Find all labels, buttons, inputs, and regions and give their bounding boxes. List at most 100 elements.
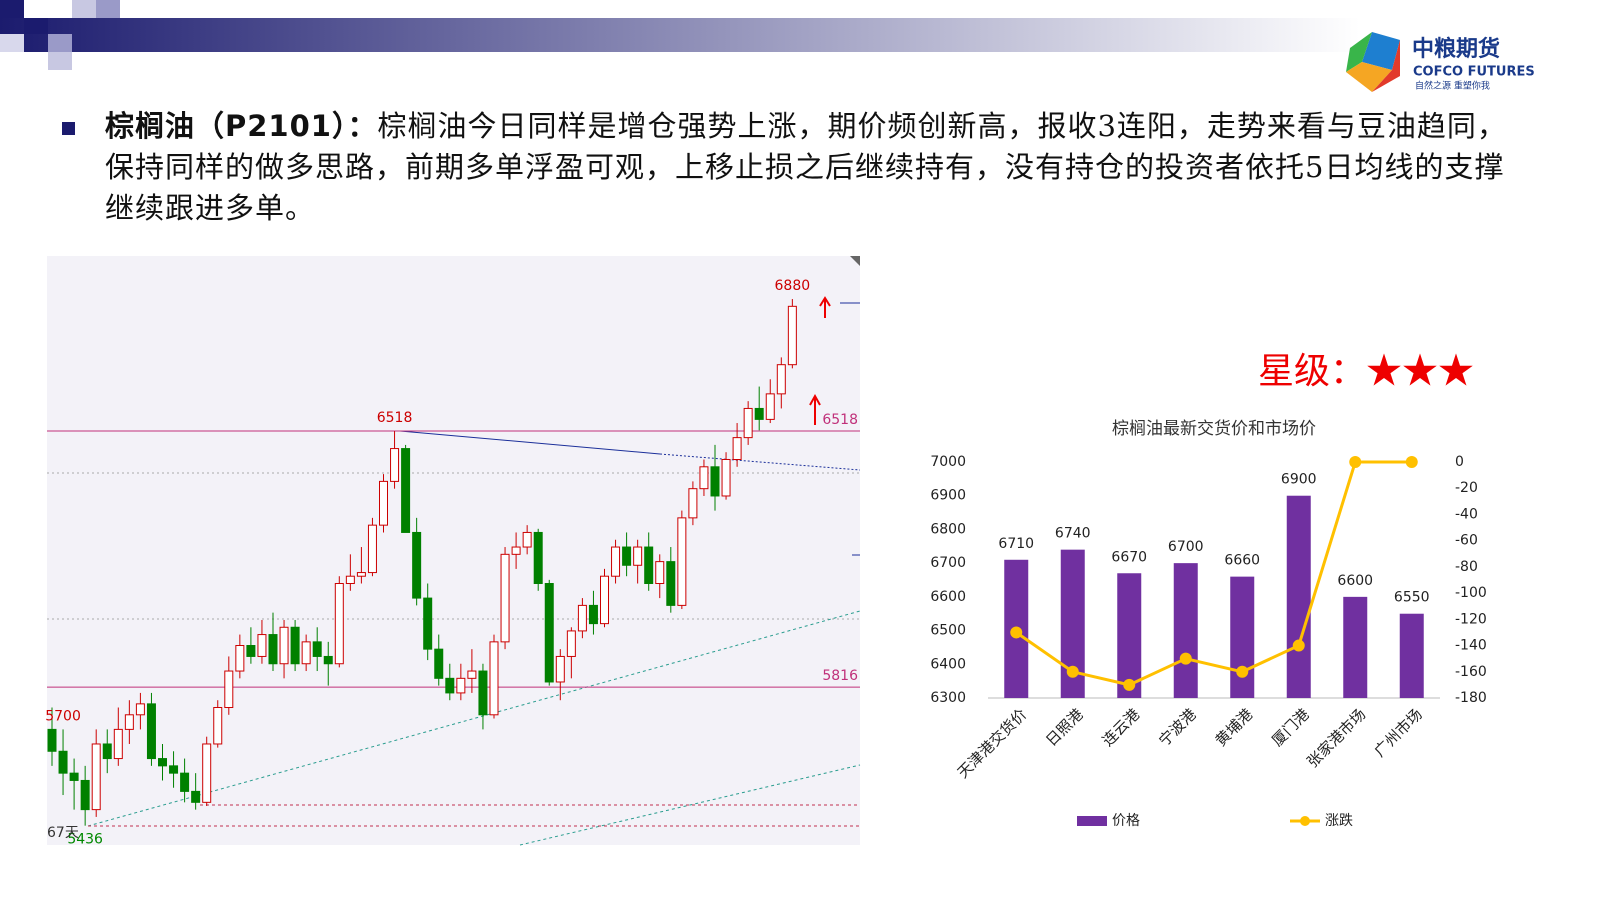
candle-body	[235, 645, 245, 672]
candle-body	[721, 459, 731, 497]
y2-tick-label: -120	[1455, 611, 1487, 627]
bar	[1117, 573, 1142, 698]
candle-body	[390, 448, 400, 482]
candle-body	[401, 448, 411, 533]
candle-body	[301, 641, 311, 665]
line-point	[1066, 665, 1079, 678]
candle-body	[533, 531, 543, 585]
candle-body	[135, 703, 145, 716]
rating-label: 星级：	[1258, 351, 1367, 392]
candle-body	[423, 597, 433, 650]
candle-body	[688, 488, 698, 519]
bullet-text: 棕榈油今日同样是增仓强势上涨，期价频创新高，报收3连阳，走势来看与豆油趋同，保持…	[105, 109, 1507, 225]
line-point	[1349, 456, 1362, 468]
candle-body	[180, 772, 190, 792]
line-point	[1010, 626, 1023, 639]
legend-swatch	[1077, 816, 1107, 826]
y-tick-label: 6700	[930, 555, 966, 571]
x-tick-label: 厦门港	[1268, 705, 1313, 750]
line-point	[1123, 678, 1136, 691]
value-label: 6660	[1224, 553, 1260, 569]
candle-body	[699, 466, 709, 490]
candle-body	[511, 546, 521, 555]
candle-body	[600, 575, 609, 625]
y-tick-label: 6500	[930, 623, 966, 639]
x-tick-label: 连云港	[1099, 705, 1144, 750]
candle-body	[445, 677, 455, 694]
line-point	[1405, 456, 1418, 468]
candle-body	[577, 604, 587, 632]
bullet-title: 棕榈油（P2101）：	[105, 109, 378, 143]
value-label: 6900	[1281, 472, 1317, 488]
y2-tick-label: -20	[1455, 480, 1478, 496]
candle-body	[710, 466, 720, 497]
candle-body	[412, 531, 422, 599]
candle-body	[611, 546, 621, 577]
h-line-label: 6518	[822, 412, 858, 428]
candle-body	[58, 750, 68, 774]
candle-body	[257, 634, 267, 657]
y2-tick-label: -60	[1455, 533, 1478, 549]
y2-tick-label: -100	[1455, 585, 1487, 601]
candle-body	[544, 583, 554, 683]
logo-slogan: 自然之源 重塑你我	[1415, 80, 1490, 92]
candle-body	[113, 728, 123, 760]
candle-body	[169, 765, 179, 774]
y-tick-label: 6800	[930, 521, 966, 537]
y-tick-label: 6600	[930, 589, 966, 605]
logo-en: COFCO FUTURES	[1413, 65, 1535, 80]
y2-tick-label: -140	[1455, 638, 1487, 654]
candle-body	[588, 604, 598, 625]
y2-tick-label: -180	[1455, 690, 1487, 706]
x-tick-label: 日照港	[1042, 705, 1087, 750]
candle-body	[290, 626, 300, 665]
candle-body	[754, 407, 764, 420]
x-tick-label: 宁波港	[1155, 705, 1200, 750]
bar	[1343, 596, 1368, 698]
candle-body	[312, 641, 322, 657]
candle-body	[91, 743, 101, 811]
candle-body	[47, 728, 57, 752]
line-point	[1179, 652, 1192, 665]
legend-label: 涨跌	[1325, 813, 1353, 829]
bar	[1173, 563, 1198, 698]
x-tick-label: 广州市场	[1371, 705, 1426, 760]
line-point	[1292, 639, 1305, 652]
candle-body	[213, 707, 223, 745]
candle-body	[666, 561, 676, 606]
candle-body	[69, 772, 79, 781]
candle-body	[644, 546, 654, 585]
h-line-label: 5816	[822, 668, 858, 684]
bar	[1286, 495, 1311, 698]
candle-body	[622, 546, 632, 566]
candle-body	[158, 758, 167, 767]
rating: 星级：★★★	[1258, 342, 1474, 394]
candle-body	[146, 703, 156, 760]
candle-body	[191, 790, 201, 803]
candle-body	[224, 670, 234, 709]
candle-body	[456, 677, 466, 694]
candle-body	[677, 517, 687, 606]
value-label: 6600	[1337, 573, 1373, 589]
bar	[1399, 613, 1424, 698]
candle-body	[776, 364, 786, 395]
value-label: 6700	[1168, 539, 1204, 555]
candle-body	[743, 407, 753, 439]
chart-title: 棕榈油最新交货价和市场价	[1112, 419, 1316, 439]
y-tick-label: 6900	[930, 488, 966, 504]
candle-body	[323, 655, 333, 665]
legend-swatch	[1300, 816, 1310, 826]
candle-body	[434, 648, 444, 679]
candle-body	[555, 655, 565, 683]
bullet-marker	[62, 122, 75, 135]
x-tick-label: 天津港交货价	[954, 705, 1030, 781]
candle-body	[732, 437, 742, 461]
bullet-paragraph: 棕榈油（P2101）：棕榈油今日同样是增仓强势上涨，期价频创新高，报收3连阳，走…	[105, 106, 1520, 229]
candle-body	[367, 524, 377, 574]
y-tick-label: 6300	[930, 690, 966, 706]
line-point	[1236, 665, 1249, 678]
value-label: 6740	[1055, 526, 1091, 542]
candle-body	[379, 480, 388, 526]
period-label: 67天	[47, 825, 79, 841]
